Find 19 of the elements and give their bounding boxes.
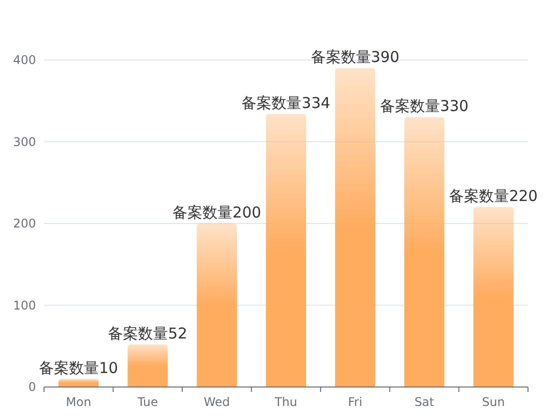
y-tick-label: 0 — [28, 380, 36, 394]
y-tick-label: 200 — [13, 216, 36, 230]
data-label: 备案数量330 — [380, 97, 469, 116]
data-label: 备案数量220 — [449, 187, 538, 206]
data-label: 备案数量334 — [242, 94, 330, 112]
x-tick-label: Tue — [136, 395, 158, 409]
x-tick-label: Sat — [414, 395, 434, 409]
x-tick-label: Mon — [66, 395, 92, 409]
y-tick-label: 300 — [13, 134, 36, 149]
data-label: 备案数量390 — [310, 48, 400, 66]
data-label: 备案数量200 — [172, 204, 262, 222]
x-tick-label: Wed — [204, 395, 230, 409]
data-label: 备案数量10 — [39, 358, 118, 377]
data-label: 备案数量52 — [108, 324, 188, 342]
y-tick-label: 400 — [13, 53, 36, 67]
y-tick-label: 100 — [13, 298, 36, 312]
x-tick-label: Thu — [274, 395, 298, 409]
x-tick-label: Fri — [348, 395, 362, 409]
x-tick-label: Sun — [482, 395, 505, 409]
